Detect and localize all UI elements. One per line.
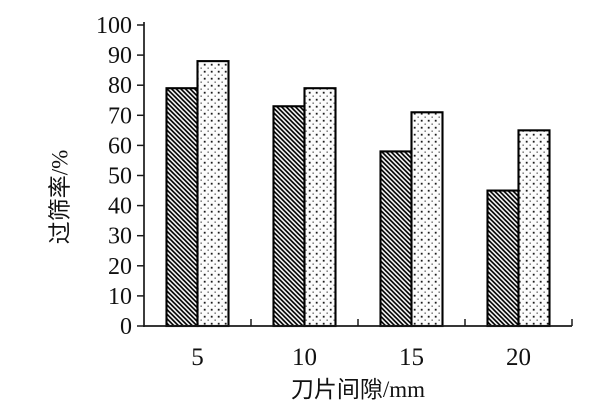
bar-dotted-15	[410, 111, 444, 328]
x-tick-label-10: 10	[292, 344, 317, 371]
bar-dotted-20	[517, 129, 551, 328]
x-tick-label-5: 5	[191, 344, 204, 371]
x-tick-label-20: 20	[506, 344, 531, 371]
bar-hatched-10	[272, 105, 306, 328]
y-tick-label-50: 50	[108, 164, 132, 190]
y-tick-label-80: 80	[108, 73, 132, 99]
y-tick-label-100: 100	[96, 13, 132, 39]
tick-labels-layer: 0 10 20 30 40 50 60 70 80 90 100 5 10 15 20	[96, 13, 531, 371]
x-axis-title: 刀片间隙/mm	[291, 377, 425, 402]
y-tick-label-70: 70	[108, 103, 132, 129]
bar-dotted-5	[196, 60, 230, 328]
bar-hatched-20	[486, 189, 520, 328]
y-tick-label-60: 60	[108, 133, 132, 159]
y-tick-label-40: 40	[108, 194, 132, 220]
y-tick-label-30: 30	[108, 224, 132, 250]
y-tick-label-10: 10	[108, 284, 132, 310]
bar-hatched-5	[165, 87, 199, 328]
bar-hatched-15	[379, 150, 413, 328]
y-axis-title: 过筛率/%	[48, 150, 73, 245]
x-tick-label-15: 15	[399, 344, 424, 371]
y-tick-label-0: 0	[120, 314, 132, 340]
bars-layer	[165, 60, 551, 328]
y-tick-label-90: 90	[108, 43, 132, 69]
y-tick-label-20: 20	[108, 254, 132, 280]
bar-dotted-10	[303, 87, 337, 328]
axes-layer	[137, 22, 573, 327]
